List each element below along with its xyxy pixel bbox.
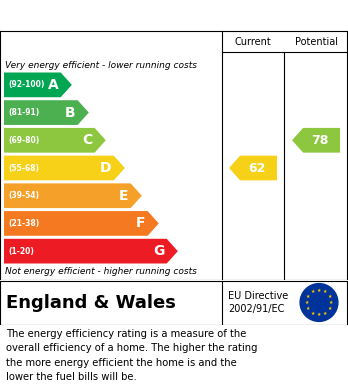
Text: ★: ★ xyxy=(323,310,327,316)
Polygon shape xyxy=(4,183,142,208)
Text: ★: ★ xyxy=(317,288,321,293)
Text: ★: ★ xyxy=(327,306,332,311)
Text: ★: ★ xyxy=(306,294,310,299)
Text: (92-100): (92-100) xyxy=(8,81,45,90)
Text: ★: ★ xyxy=(317,312,321,317)
Text: 2002/91/EC: 2002/91/EC xyxy=(228,304,284,314)
Circle shape xyxy=(300,283,338,321)
Text: ★: ★ xyxy=(306,306,310,311)
Text: Current: Current xyxy=(235,37,271,47)
Text: ★: ★ xyxy=(311,289,315,294)
Text: ★: ★ xyxy=(323,289,327,294)
Text: (81-91): (81-91) xyxy=(8,108,39,117)
Text: G: G xyxy=(153,244,165,258)
Text: E: E xyxy=(119,189,129,203)
Text: Energy Efficiency Rating: Energy Efficiency Rating xyxy=(8,7,218,23)
Text: Potential: Potential xyxy=(294,37,338,47)
Text: (55-68): (55-68) xyxy=(8,163,39,172)
Text: (21-38): (21-38) xyxy=(8,219,39,228)
Text: C: C xyxy=(82,133,93,147)
Text: D: D xyxy=(100,161,112,175)
Text: EU Directive: EU Directive xyxy=(228,291,288,301)
Text: (1-20): (1-20) xyxy=(8,247,34,256)
Text: 78: 78 xyxy=(311,134,329,147)
Polygon shape xyxy=(4,128,106,152)
Text: ★: ★ xyxy=(311,310,315,316)
Text: A: A xyxy=(48,78,59,92)
Polygon shape xyxy=(4,100,89,125)
Text: Not energy efficient - higher running costs: Not energy efficient - higher running co… xyxy=(5,267,197,276)
Polygon shape xyxy=(229,156,277,180)
Text: ★: ★ xyxy=(327,294,332,299)
Text: The energy efficiency rating is a measure of the
overall efficiency of a home. T: The energy efficiency rating is a measur… xyxy=(6,329,258,382)
Polygon shape xyxy=(4,72,72,97)
Polygon shape xyxy=(292,128,340,152)
Text: F: F xyxy=(136,217,146,230)
Polygon shape xyxy=(4,239,178,264)
Text: England & Wales: England & Wales xyxy=(6,294,176,312)
Polygon shape xyxy=(4,211,159,236)
Text: B: B xyxy=(65,106,76,120)
Text: ★: ★ xyxy=(329,300,333,305)
Text: (39-54): (39-54) xyxy=(8,191,39,200)
Text: Very energy efficient - lower running costs: Very energy efficient - lower running co… xyxy=(5,61,197,70)
Text: 62: 62 xyxy=(248,161,266,174)
Text: ★: ★ xyxy=(304,300,309,305)
Text: (69-80): (69-80) xyxy=(8,136,39,145)
Polygon shape xyxy=(4,156,125,180)
